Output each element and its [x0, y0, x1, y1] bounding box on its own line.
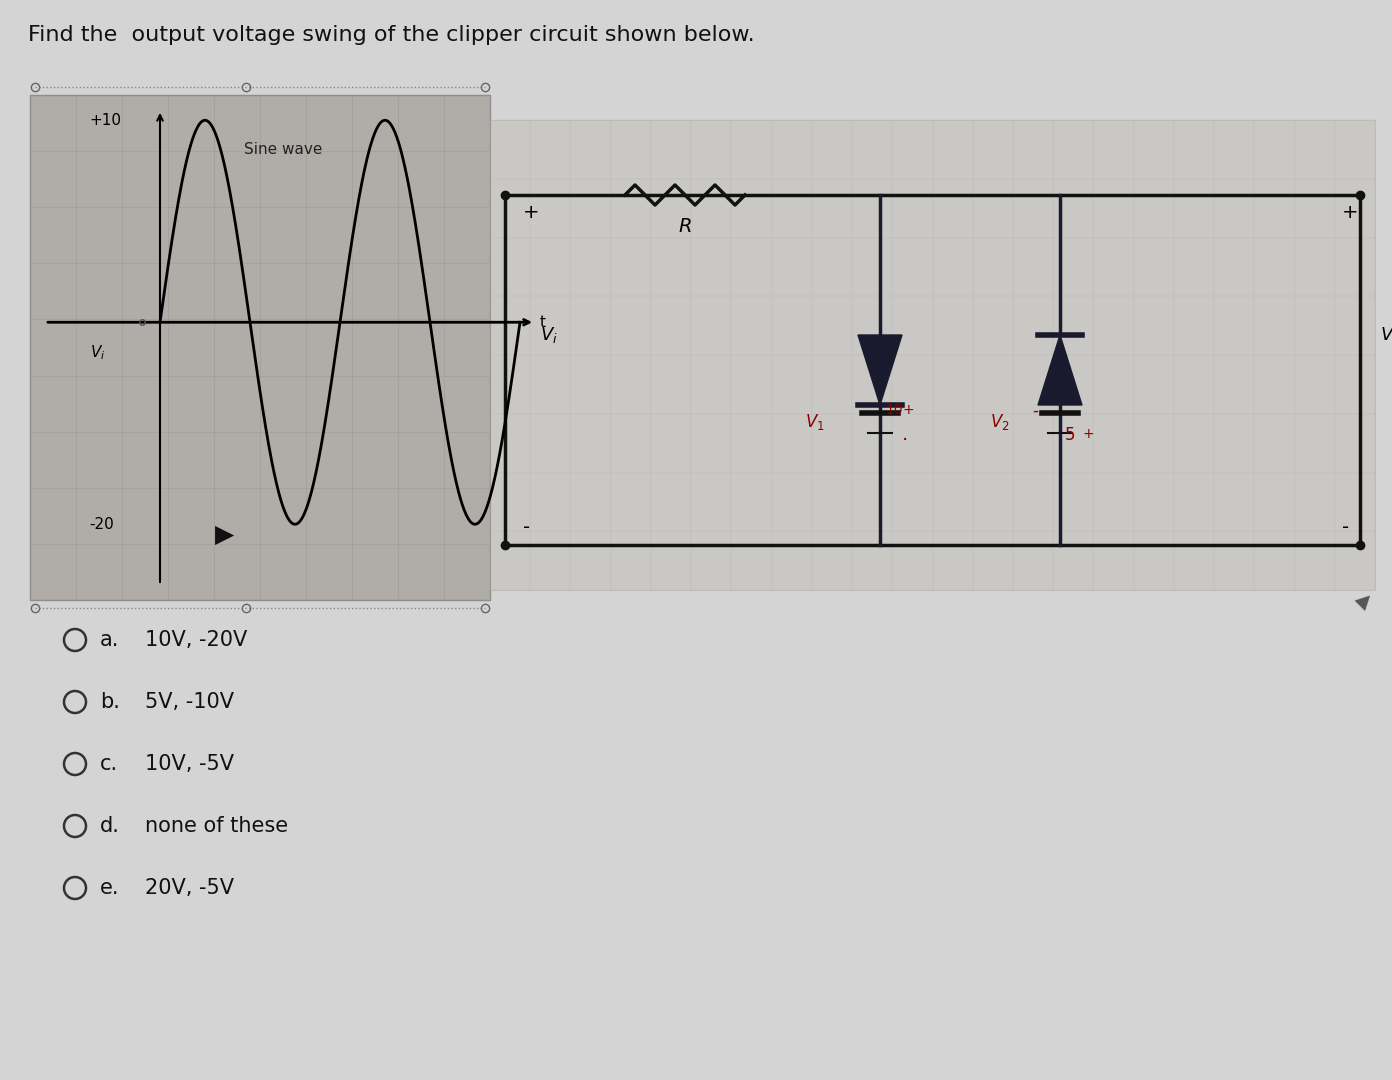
Text: 20V, -5V: 20V, -5V	[145, 878, 234, 897]
Text: +10: +10	[89, 112, 121, 127]
Text: -: -	[1342, 517, 1349, 537]
Polygon shape	[857, 335, 902, 405]
Text: +: +	[523, 203, 540, 222]
Text: $V_1$: $V_1$	[805, 413, 825, 432]
Bar	[31, 95, 490, 600]
Text: d.: d.	[100, 816, 120, 836]
Text: ▲: ▲	[1353, 588, 1377, 612]
Text: -: -	[523, 517, 530, 537]
Text: e.: e.	[100, 878, 120, 897]
Text: $V_i$: $V_i$	[89, 343, 104, 362]
Bar	[490, 120, 1375, 590]
Text: Find the  output voltage swing of the clipper circuit shown below.: Find the output voltage swing of the cli…	[28, 25, 754, 45]
Text: 10: 10	[885, 404, 902, 418]
Text: 5: 5	[1065, 426, 1076, 444]
Text: c.: c.	[100, 754, 118, 774]
Text: none of these: none of these	[145, 816, 288, 836]
Text: 10V, -5V: 10V, -5V	[145, 754, 234, 774]
Text: +: +	[1082, 428, 1094, 442]
Text: +: +	[1342, 203, 1359, 222]
Text: t: t	[540, 314, 546, 329]
Text: $V_o$: $V_o$	[1379, 325, 1392, 345]
Text: $V_i$: $V_i$	[540, 325, 558, 345]
Text: Sine wave: Sine wave	[244, 143, 322, 158]
Polygon shape	[1038, 335, 1082, 405]
Text: a.: a.	[100, 630, 120, 650]
Text: ▶: ▶	[216, 523, 235, 546]
Text: b.: b.	[100, 692, 120, 712]
Text: +: +	[902, 404, 913, 418]
Text: 5V, -10V: 5V, -10V	[145, 692, 234, 712]
Text: R: R	[678, 217, 692, 237]
Text: 10V, -20V: 10V, -20V	[145, 630, 248, 650]
Text: -20: -20	[89, 516, 114, 531]
Text: .: .	[902, 426, 908, 444]
Text: -: -	[1031, 402, 1038, 419]
Text: $V_2$: $V_2$	[990, 413, 1011, 432]
